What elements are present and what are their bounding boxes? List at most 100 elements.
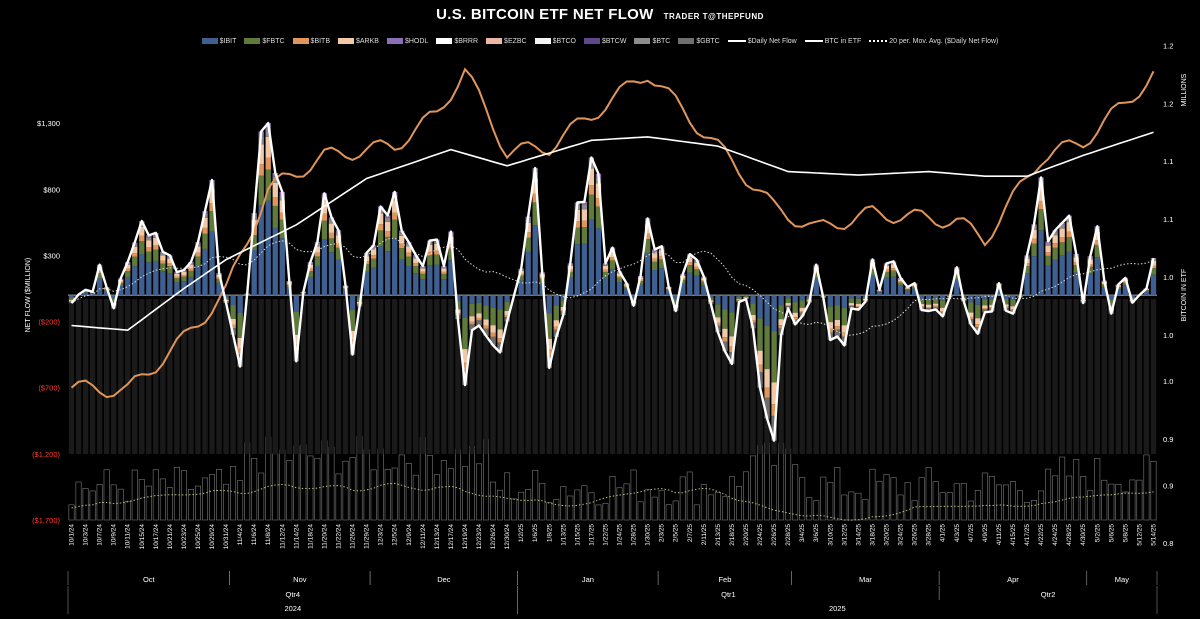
flow-bar-segment [125,270,131,277]
flow-bar-segment [525,251,531,296]
flow-bar-segment [574,221,581,228]
flow-bar-segment [469,316,475,322]
flow-bar-segment [251,250,257,296]
volume-bar [216,469,223,521]
flow-bar-segment [314,246,321,253]
flow-bar-segment [715,317,721,323]
flow-bar-segment [216,278,222,283]
flow-bar-segment [722,295,728,310]
flow-bar-segment [876,291,883,293]
legend-swatch [338,38,354,45]
volume-bar [166,487,173,521]
volume-bar [363,449,370,521]
background-column [1150,299,1157,454]
background-column [890,299,897,454]
flow-bar-segment [694,269,700,276]
flow-bar-segment [778,319,784,326]
volume-bar [209,474,215,521]
flow-bar-segment [469,321,475,325]
flow-bar-segment [167,266,173,274]
background-column [413,299,419,454]
flow-bar-segment [581,209,588,221]
flow-bar-segment [462,317,468,350]
month-label: Jan [582,575,594,584]
flow-bar-segment [855,303,862,307]
x-tick-label: 2/28/25 [785,524,792,546]
background-column [968,299,974,454]
legend-swatch [386,38,403,45]
flow-bar-segment [1129,295,1136,298]
volume-bar [1150,461,1157,521]
flow-bar-segment [321,239,328,296]
flow-bar-segment [1010,309,1016,311]
background-column [392,299,398,454]
flow-bar-segment [1038,209,1044,231]
background-column [160,299,166,454]
volume-bar [96,484,103,521]
volume-bar [518,491,525,521]
x-tick-label: 4/15/25 [1010,524,1017,546]
background-column [1024,299,1030,454]
legend-label: $EZBC [504,38,527,45]
legend-item: BTC in ETF [804,38,861,45]
background-column [855,299,862,454]
flow-bar-segment [933,295,939,299]
flow-bar-segment [1087,266,1093,274]
chart-title: U.S. BITCOIN ETF NET FLOW TRADER T@THEPFU… [0,6,1200,24]
volume-bar [342,460,349,521]
flow-bar-segment [321,213,328,221]
flow-bar-segment [644,239,651,253]
flow-bar-segment [265,157,271,170]
flow-bar-segment [490,307,496,326]
x-tick-label: 12/11/24 [420,524,427,549]
flow-bar-segment [469,303,475,317]
background-column [862,299,869,454]
volume-bar [967,500,974,521]
flow-bar-segment [659,255,665,260]
background-column [188,299,194,454]
background-column [525,299,531,454]
background-column [666,299,672,454]
flow-bar-segment [827,306,833,323]
flow-bar-segment [940,295,946,301]
volume-moving-average-line [71,482,1154,521]
flow-bar-segment [1059,224,1065,229]
flow-bar-segment [377,246,384,296]
background-column [448,299,454,454]
flow-bar-segment [1087,273,1093,296]
x-tick-label: 1/13/25 [560,524,567,546]
volume-bar [743,471,749,521]
flow-bar-segment [1087,263,1093,267]
volume-bar [672,500,679,521]
x-tick-label: 1/28/25 [631,524,638,546]
legend-swatch [804,40,823,43]
flow-bar-segment [370,255,377,259]
flow-bar-segment [96,270,103,273]
flow-bar-segment [855,306,862,308]
flow-bar-segment [694,262,700,267]
flow-bar-segment [399,243,405,249]
background-column [258,299,264,454]
flow-bar-segment [181,276,187,282]
volume-bar [890,477,897,521]
flow-bar-segment [1024,263,1030,267]
legend-swatch [583,38,600,45]
flow-bar-segment [258,144,264,165]
flow-bar-segment [750,303,756,315]
flow-bar-segment [462,295,468,318]
legend-label: $Daily Net Flow [747,38,797,45]
volume-bar [440,460,447,521]
flow-bar-segment [363,271,370,296]
quarter-label: Qtr4 [286,590,301,599]
volume-bar [300,444,307,521]
flow-bar-segment [982,295,988,300]
volume-bar [237,480,244,521]
volume-bar [714,491,721,521]
x-tick-label: 4/30/25 [1080,524,1087,546]
flow-bar-segment [1038,230,1044,296]
flow-bar-segment [1031,238,1037,244]
x-tick-label: 10/31/24 [223,524,230,550]
flow-bar-segment [335,243,342,248]
background-column [799,299,805,454]
flow-bar-segment [110,295,117,299]
